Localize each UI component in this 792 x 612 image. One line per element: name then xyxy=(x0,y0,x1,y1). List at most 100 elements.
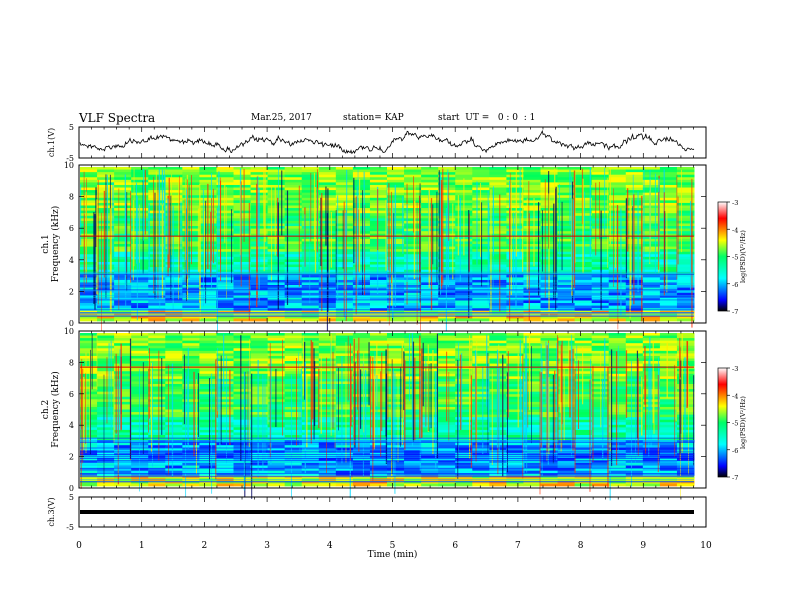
spectrogram-cell xyxy=(199,475,217,479)
spectrogram-cell xyxy=(199,350,217,354)
spectrogram-cell xyxy=(625,174,644,178)
spectrogram-cell xyxy=(369,368,388,372)
spectrogram-cell xyxy=(625,305,644,309)
spectrogram-cell xyxy=(114,391,132,395)
spectrogram-cell xyxy=(199,406,217,410)
spectrogram-cell xyxy=(369,182,388,186)
spectrogram-cell xyxy=(608,417,627,421)
spectrogram-cell xyxy=(318,442,337,446)
spectrogram-cell xyxy=(131,343,149,347)
spectrogram-cell xyxy=(267,333,286,336)
spectrogram-cell xyxy=(131,437,149,441)
spectrogram-cell xyxy=(352,386,371,390)
spectrogram-cell xyxy=(165,457,183,461)
spectrogram-cell xyxy=(148,259,166,263)
spectrogram-cell xyxy=(182,404,200,408)
spectrogram-cell xyxy=(506,297,524,301)
spectrogram-cell xyxy=(199,363,217,367)
spectrogram-cell xyxy=(642,182,661,186)
spectrogram-cell xyxy=(80,435,98,438)
spectrogram-cell xyxy=(472,287,490,291)
spectrogram-cell xyxy=(387,182,405,186)
spectrogram-cell xyxy=(557,417,576,421)
spectrogram-cell xyxy=(642,358,661,362)
spectrogram-cell xyxy=(233,208,252,212)
spectrogram-cell xyxy=(404,264,422,268)
spectrogram-cell xyxy=(557,371,576,375)
spectrogram-cell xyxy=(642,197,661,201)
spectrogram-cell xyxy=(625,358,644,362)
spectrogram-cell xyxy=(267,213,286,217)
spectrogram-cell xyxy=(676,218,695,222)
spectrogram-cell xyxy=(574,292,593,296)
colorbar-tick-label: -5 xyxy=(732,254,738,262)
spectrogram-cell xyxy=(591,197,610,201)
spectrogram-cell xyxy=(540,179,559,183)
spectrogram-cell xyxy=(301,480,320,484)
spectrogram-cell xyxy=(625,290,644,294)
spectrogram-cell xyxy=(233,226,252,229)
spectrogram-cell xyxy=(250,371,269,375)
spectrogram-cell xyxy=(506,406,524,410)
spectrogram-cell xyxy=(148,463,166,466)
spectrogram-cell xyxy=(131,338,149,342)
spectrogram-cell xyxy=(659,435,678,438)
spectrogram-cell xyxy=(250,422,269,426)
spectrogram-cell xyxy=(97,355,115,359)
spectrogram-cell xyxy=(182,348,200,352)
spectrogram-cell xyxy=(182,483,200,487)
spectrogram-cell xyxy=(421,345,439,349)
spectrogram-cell xyxy=(387,373,405,377)
spectrogram-cell xyxy=(182,386,200,390)
spectrogram-cell xyxy=(421,432,439,436)
spectrogram-cell xyxy=(80,315,98,319)
spectrogram-cell xyxy=(318,338,337,342)
spectrogram-cell xyxy=(404,215,422,219)
spectrogram-cell xyxy=(148,305,166,309)
spectrogram-cell xyxy=(557,463,576,466)
spectrogram-cell xyxy=(506,457,524,461)
spectrogram-cell xyxy=(148,381,166,385)
spectrogram-cell xyxy=(165,412,183,415)
spectrogram-cell xyxy=(591,287,610,291)
spectrogram-cell xyxy=(131,277,149,281)
spectrogram-cell xyxy=(625,355,644,359)
spectrogram-cell xyxy=(421,424,439,428)
spectrogram-cell xyxy=(335,361,354,364)
spectrogram-cell xyxy=(97,404,115,408)
spectrogram-cell xyxy=(489,335,507,339)
spectrogram-cell xyxy=(97,343,115,347)
spectrogram-cell xyxy=(591,429,610,433)
spectrogram-cell xyxy=(250,355,269,359)
spectrogram-cell xyxy=(199,358,217,362)
spectrogram-cell xyxy=(659,424,678,428)
spectrogram-cell xyxy=(540,368,559,372)
spectrogram-cell xyxy=(80,401,98,405)
spectrogram-cell xyxy=(352,378,371,382)
spectrogram-cell xyxy=(404,279,422,283)
spectrogram-cell xyxy=(489,267,507,271)
spectrogram-cell xyxy=(523,256,541,260)
spectrogram-cell xyxy=(472,378,490,382)
spectrogram-cell xyxy=(506,184,524,188)
spectrogram-cell xyxy=(352,437,371,441)
spectrogram-cell xyxy=(80,386,98,390)
spectrogram-cell xyxy=(659,264,678,268)
spectrogram-cell xyxy=(165,363,183,367)
spectrogram-cell xyxy=(165,264,183,268)
spectrogram-cell xyxy=(421,287,439,291)
spectrogram-cell xyxy=(318,169,337,173)
spectrogram-cell xyxy=(233,409,252,413)
spectrogram-cell xyxy=(369,269,388,273)
spectrogram-cell xyxy=(642,261,661,265)
spectrogram-cell xyxy=(80,358,98,362)
spectrogram-cell xyxy=(642,463,661,466)
spectrogram-cell xyxy=(233,300,252,304)
spectrogram-cell xyxy=(659,338,678,342)
spectrogram-cell xyxy=(659,215,678,219)
spectrogram-cell xyxy=(267,187,286,191)
spectrogram-cell xyxy=(80,432,98,436)
spectrogram-cell xyxy=(335,409,354,413)
spectrogram-cell xyxy=(233,417,252,421)
spectrogram-cell xyxy=(625,236,644,240)
